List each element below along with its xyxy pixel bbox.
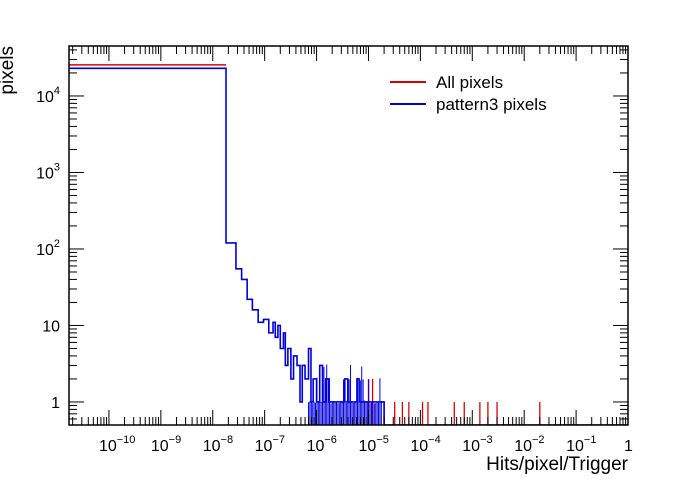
tick-base: 10 bbox=[410, 438, 428, 455]
x-axis-title: Hits/pixel/Trigger bbox=[486, 454, 629, 474]
y-tick-label: 103 bbox=[36, 161, 60, 182]
tick-base: 10 bbox=[36, 242, 54, 259]
x-tick-label: 10−8 bbox=[203, 434, 233, 455]
tick-exponent: −6 bbox=[324, 434, 337, 446]
tick-exponent: −1 bbox=[584, 434, 597, 446]
x-tick-label: 10−1 bbox=[566, 434, 596, 455]
y-tick-label: 102 bbox=[36, 238, 60, 259]
plot-frame bbox=[68, 45, 629, 426]
tick-base: 1 bbox=[51, 395, 60, 412]
legend: All pixels pattern3 pixels bbox=[390, 73, 547, 114]
tick-base: 10 bbox=[514, 438, 532, 455]
x-tick-label: 1 bbox=[624, 438, 633, 455]
tick-exponent: −4 bbox=[428, 434, 441, 446]
y-axis-title: pixels bbox=[0, 46, 18, 95]
x-tick-label: 10−3 bbox=[462, 434, 492, 455]
tick-base: 10 bbox=[255, 438, 273, 455]
plot-data bbox=[69, 64, 628, 425]
tick-exponent: 3 bbox=[54, 161, 60, 173]
tick-base: 10 bbox=[151, 438, 169, 455]
tick-exponent: 2 bbox=[54, 238, 60, 250]
x-tick-label: 10−5 bbox=[358, 434, 388, 455]
tick-exponent: −2 bbox=[532, 434, 545, 446]
x-tick-label: 10−6 bbox=[307, 434, 337, 455]
tick-base: 10 bbox=[566, 438, 584, 455]
y-tick-label: 104 bbox=[36, 85, 60, 106]
tick-exponent: −9 bbox=[169, 434, 182, 446]
tick-base: 10 bbox=[42, 318, 60, 335]
tick-exponent: −3 bbox=[480, 434, 493, 446]
y-tick-label: 10 bbox=[42, 318, 60, 335]
x-tick-label: 10−7 bbox=[255, 434, 285, 455]
tick-base: 1 bbox=[624, 438, 633, 455]
tick-base: 10 bbox=[358, 438, 376, 455]
x-tick-labels: 10−10 10−9 10−8 10−7 10−6 10−5 10−4 10−3 10−2 10−… bbox=[99, 434, 633, 455]
legend-label: pattern3 pixels bbox=[436, 95, 547, 114]
tick-exponent: −10 bbox=[117, 434, 136, 446]
tick-exponent: −5 bbox=[376, 434, 389, 446]
x-tick-label: 10−9 bbox=[151, 434, 181, 455]
tick-base: 10 bbox=[307, 438, 325, 455]
x-tick-label: 10−4 bbox=[410, 434, 440, 455]
tick-base: 10 bbox=[36, 165, 54, 182]
axis-ticks bbox=[69, 46, 629, 426]
tick-base: 10 bbox=[462, 438, 480, 455]
legend-label: All pixels bbox=[436, 73, 503, 92]
tick-base: 10 bbox=[36, 89, 54, 106]
tick-base: 10 bbox=[203, 438, 221, 455]
x-tick-label: 10−2 bbox=[514, 434, 544, 455]
tick-exponent: −7 bbox=[272, 434, 285, 446]
tick-exponent: −8 bbox=[221, 434, 234, 446]
x-tick-label: 10−10 bbox=[99, 434, 135, 455]
y-tick-label: 1 bbox=[51, 395, 60, 412]
series-pattern3-pixels bbox=[69, 67, 628, 425]
tick-exponent: 4 bbox=[54, 85, 60, 97]
series-line-pattern3-pixels bbox=[69, 67, 628, 425]
tick-base: 10 bbox=[99, 438, 117, 455]
